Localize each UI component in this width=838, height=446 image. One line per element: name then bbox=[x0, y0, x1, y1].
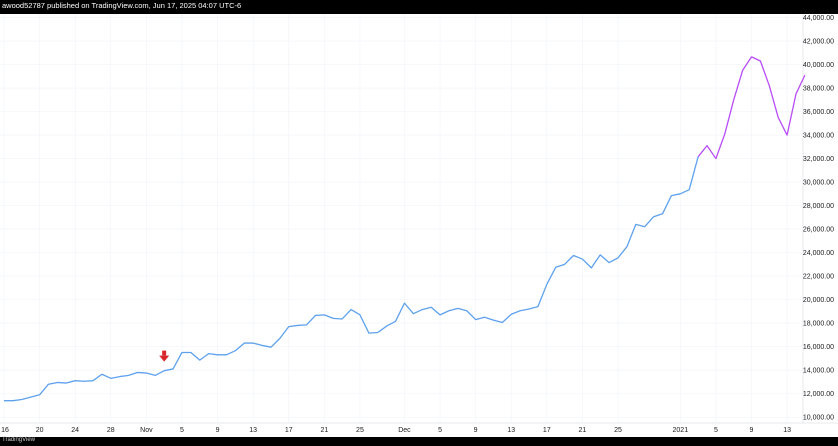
y-tick-label: 42,000.00 bbox=[803, 39, 834, 46]
y-tick-label: 18,000.00 bbox=[803, 321, 834, 328]
publish-info-text: awood52787 published on TradingView.com,… bbox=[2, 1, 242, 10]
series-lines[interactable] bbox=[4, 56, 806, 402]
x-tick-label: 13 bbox=[507, 427, 515, 434]
x-tick-label: 21 bbox=[320, 427, 328, 434]
publish-header: awood52787 published on TradingView.com,… bbox=[0, 0, 838, 14]
y-axis-ticks: 10,000.00 12,000.00 14,000.00 16,000.00 18,0… bbox=[803, 15, 834, 422]
x-tick-label: 5 bbox=[714, 427, 718, 434]
tradingview-logo: TradingView bbox=[2, 437, 36, 443]
x-tick-label: 25 bbox=[356, 427, 364, 434]
y-tick-label: 20,000.00 bbox=[803, 297, 834, 304]
y-tick-label: 34,000.00 bbox=[803, 133, 834, 140]
x-tick-label: 28 bbox=[107, 427, 115, 434]
y-tick-label: 24,000.00 bbox=[803, 250, 834, 257]
x-tick-label: 9 bbox=[216, 427, 220, 434]
y-tick-label: 32,000.00 bbox=[803, 156, 834, 163]
x-tick-label: 2021 bbox=[673, 427, 689, 434]
x-tick-label: 5 bbox=[438, 427, 442, 434]
x-tick-label: 25 bbox=[614, 427, 622, 434]
footer: TradingView bbox=[0, 437, 838, 446]
y-tick-label: 30,000.00 bbox=[803, 180, 834, 187]
price-line-highlight[interactable] bbox=[697, 56, 806, 160]
price-line-primary[interactable] bbox=[4, 156, 699, 402]
y-tick-label: 44,000.00 bbox=[803, 15, 834, 22]
grid-lines bbox=[0, 14, 803, 423]
x-tick-label: 17 bbox=[543, 427, 551, 434]
x-tick-label: 21 bbox=[579, 427, 587, 434]
x-tick-label: 13 bbox=[249, 427, 257, 434]
plot-background bbox=[0, 14, 838, 437]
y-tick-label: 36,000.00 bbox=[803, 109, 834, 116]
x-tick-label: 16 bbox=[1, 427, 9, 434]
y-tick-label: 14,000.00 bbox=[803, 368, 834, 375]
y-tick-label: 38,000.00 bbox=[803, 86, 834, 93]
price-chart[interactable]: 10,000.00 12,000.00 14,000.00 16,000.00 18,0… bbox=[0, 14, 838, 437]
x-tick-label: 17 bbox=[285, 427, 293, 434]
x-tick-label: 13 bbox=[783, 427, 791, 434]
x-tick-label: 20 bbox=[36, 427, 44, 434]
annotations bbox=[159, 350, 170, 362]
x-tick-label: Dec bbox=[398, 427, 411, 434]
y-tick-label: 10,000.00 bbox=[803, 415, 834, 422]
x-tick-label: 24 bbox=[71, 427, 79, 434]
x-axis-ticks: 16 20 24 28 Nov 5 9 13 17 21 25 Dec 5 9 13 17 21 25 2021 5 9… bbox=[1, 427, 791, 434]
y-tick-label: 28,000.00 bbox=[803, 203, 834, 210]
x-tick-label: Nov bbox=[140, 427, 153, 434]
arrow-down-icon bbox=[159, 350, 170, 362]
y-tick-label: 12,000.00 bbox=[803, 391, 834, 398]
x-tick-label: 5 bbox=[180, 427, 184, 434]
x-tick-label: 9 bbox=[750, 427, 754, 434]
y-tick-label: 26,000.00 bbox=[803, 227, 834, 234]
y-tick-label: 22,000.00 bbox=[803, 274, 834, 281]
y-tick-label: 16,000.00 bbox=[803, 344, 834, 351]
y-tick-label: 40,000.00 bbox=[803, 62, 834, 69]
x-tick-label: 9 bbox=[474, 427, 478, 434]
